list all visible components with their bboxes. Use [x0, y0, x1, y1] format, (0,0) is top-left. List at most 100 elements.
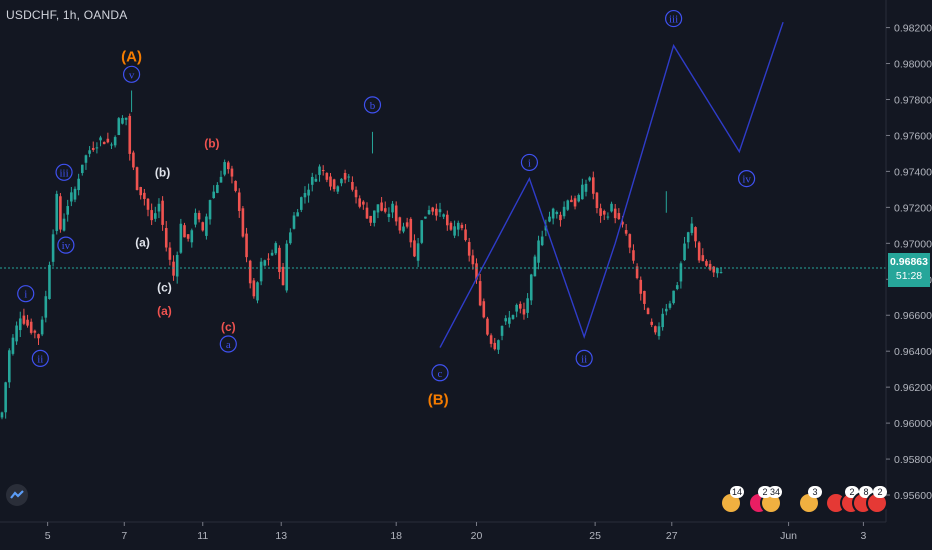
- candle-body: [657, 326, 661, 337]
- candle-body: [194, 212, 197, 225]
- candle-body: [646, 308, 650, 315]
- candle-body: [365, 207, 369, 219]
- candle-body: [51, 234, 55, 262]
- candle-body: [456, 222, 460, 230]
- candle-body: [500, 325, 504, 336]
- candle-body: [270, 252, 274, 256]
- candle-body: [201, 222, 205, 231]
- candle-body: [22, 315, 26, 324]
- wave-label: (b): [155, 165, 170, 179]
- candle-body: [113, 137, 117, 146]
- price-tick-label: 0.97600: [894, 130, 932, 142]
- candle-body: [332, 179, 336, 190]
- candle-body: [336, 186, 340, 192]
- time-tick-label: 18: [390, 530, 402, 542]
- candle-body: [351, 181, 354, 190]
- time-tick-label: 27: [666, 530, 678, 542]
- candle-body: [245, 233, 248, 258]
- wave-label: iii: [669, 14, 678, 26]
- candle-body: [449, 222, 453, 230]
- candle-body: [343, 173, 347, 180]
- candle-body: [446, 214, 449, 226]
- candle-body: [402, 226, 405, 232]
- candle-body: [482, 301, 486, 318]
- candle-body: [55, 193, 59, 231]
- candle-body: [573, 198, 577, 207]
- candle-body: [154, 213, 157, 219]
- candle-body: [632, 250, 635, 261]
- candle-body: [300, 197, 303, 210]
- candle-body: [599, 208, 602, 216]
- candle-body: [595, 192, 599, 209]
- candle-body: [139, 187, 142, 196]
- candle-body: [102, 141, 106, 145]
- candle-body: [453, 226, 456, 236]
- price-axis[interactable]: 0.95600 0.95800 0.96000 0.96200 0.96400 0.966…: [885, 0, 932, 522]
- candle-body: [570, 199, 573, 203]
- candle-body: [504, 318, 507, 322]
- wave-label: a: [226, 339, 231, 351]
- tradingview-logo-icon[interactable]: [6, 484, 28, 506]
- candle-body: [650, 321, 653, 325]
- wave-label-circle: [664, 9, 683, 28]
- candle-body: [431, 207, 434, 212]
- time-axis[interactable]: 5 7 11 13 18 20 25 27 Jun 3: [0, 521, 886, 542]
- price-tick-label: 0.97000: [894, 238, 932, 250]
- candle-body: [325, 173, 329, 180]
- candle-body: [70, 192, 73, 202]
- candle-body: [281, 266, 285, 286]
- candles: [0, 90, 723, 420]
- candle-body: [577, 195, 580, 202]
- candle-body: [84, 155, 88, 163]
- candle-body: [679, 263, 683, 282]
- candle-body: [559, 214, 562, 221]
- candle-body: [686, 232, 690, 243]
- candle-body: [179, 223, 183, 253]
- price-tick-label: 0.97400: [894, 166, 932, 178]
- symbol-header[interactable]: USDCHF, 1h, OANDA: [6, 8, 128, 22]
- candle-body: [387, 213, 391, 218]
- candle-body: [37, 334, 40, 339]
- price-tick-label: 0.97800: [894, 94, 932, 106]
- candle-body: [248, 260, 252, 284]
- wave-label-circle: [55, 163, 73, 181]
- candle-body: [394, 205, 398, 222]
- candle-body: [33, 330, 37, 333]
- candle-body: [15, 325, 18, 342]
- candle-body: [44, 296, 48, 318]
- candle-body: [278, 247, 281, 273]
- candle-body: [508, 317, 511, 324]
- candle-body: [566, 200, 570, 210]
- candle-body: [164, 228, 168, 248]
- candle-body: [62, 218, 66, 231]
- candle-body: [435, 208, 438, 216]
- candle-body: [314, 178, 318, 182]
- candle-body: [489, 335, 493, 344]
- wave-label: iv: [742, 174, 751, 186]
- candle-body: [373, 210, 376, 223]
- wave-label-circle: [363, 96, 382, 114]
- candle-body: [705, 261, 708, 266]
- wave-label: (c): [157, 280, 172, 294]
- candle-body: [40, 319, 44, 335]
- candle-body: [529, 274, 533, 301]
- candle-body: [486, 318, 489, 335]
- candle-body: [354, 189, 358, 198]
- candle-body: [274, 243, 278, 254]
- wave-label-circle: [737, 169, 756, 188]
- wave-label: i: [24, 289, 27, 301]
- candle-body: [362, 201, 365, 205]
- candle-body: [643, 290, 646, 304]
- candle-body: [252, 280, 256, 297]
- candle-body: [132, 152, 135, 168]
- candle-body: [135, 167, 139, 190]
- candle-body: [48, 264, 51, 299]
- wave-label: (A): [121, 48, 142, 65]
- candle-body: [665, 308, 668, 312]
- candle-body: [121, 118, 124, 124]
- candle-body: [493, 342, 497, 350]
- candle-body: [438, 209, 442, 213]
- candle-body: [230, 168, 234, 177]
- candle-body: [668, 303, 672, 308]
